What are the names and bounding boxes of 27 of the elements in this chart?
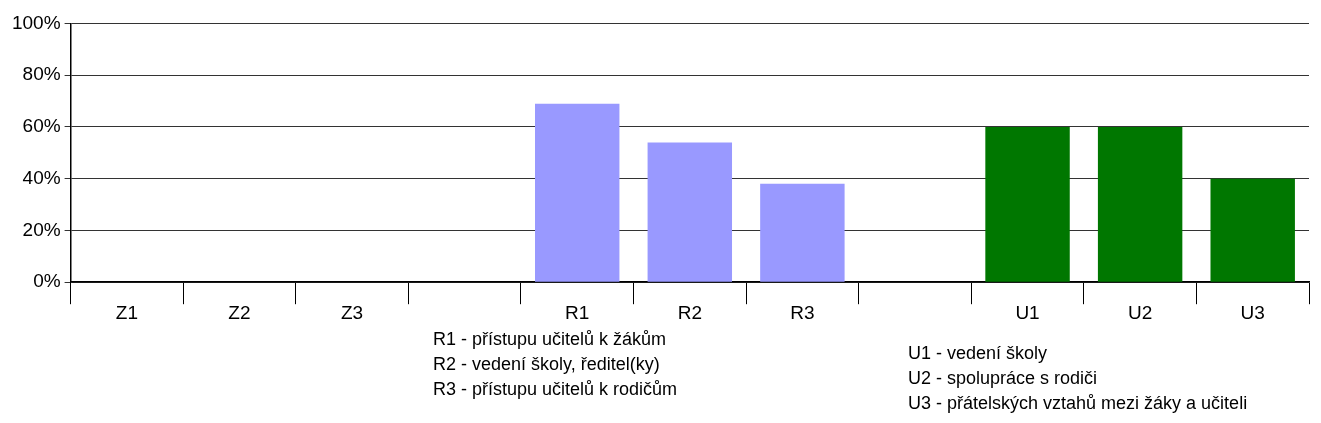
x-tick-label: Z2 — [228, 301, 251, 323]
text: U1 - vedení školy — [908, 342, 1049, 365]
x-tick-label: U2 — [1127, 301, 1153, 323]
y-tick-label: 20% — [22, 218, 61, 240]
x-tick-label: R1 — [565, 301, 590, 323]
y-tick-label: 80% — [22, 63, 61, 85]
x-tick-label: R2 — [677, 301, 702, 323]
x-tick-label: Z1 — [115, 301, 138, 323]
y-tick-label: 100% — [11, 11, 61, 33]
y-tick-label: 40% — [22, 166, 61, 188]
text: U2 - spolupráce s rodiči — [908, 367, 1099, 390]
bar — [1210, 178, 1295, 282]
x-tick-label: Z3 — [340, 301, 364, 323]
bar — [647, 142, 733, 282]
bar — [760, 183, 845, 282]
x-tick-label: U3 — [1240, 301, 1265, 323]
text: R2 - vedení školy, ředitel(ky) — [433, 353, 661, 376]
y-tick-label: 60% — [22, 115, 61, 137]
bar — [535, 103, 620, 282]
text: U3 - přátelských vztahů mezi žáky a učiteli — [908, 392, 1248, 415]
x-tick-label: R3 — [790, 301, 815, 323]
text: R1 - přístupu učitelů k žákům — [433, 328, 668, 351]
text: R3 - přístupu učitelů k rodičům — [433, 378, 678, 401]
bar — [1097, 126, 1183, 282]
x-tick-label: U1 — [1015, 301, 1040, 323]
y-tick-label: 0% — [33, 270, 61, 292]
bar — [985, 126, 1070, 282]
